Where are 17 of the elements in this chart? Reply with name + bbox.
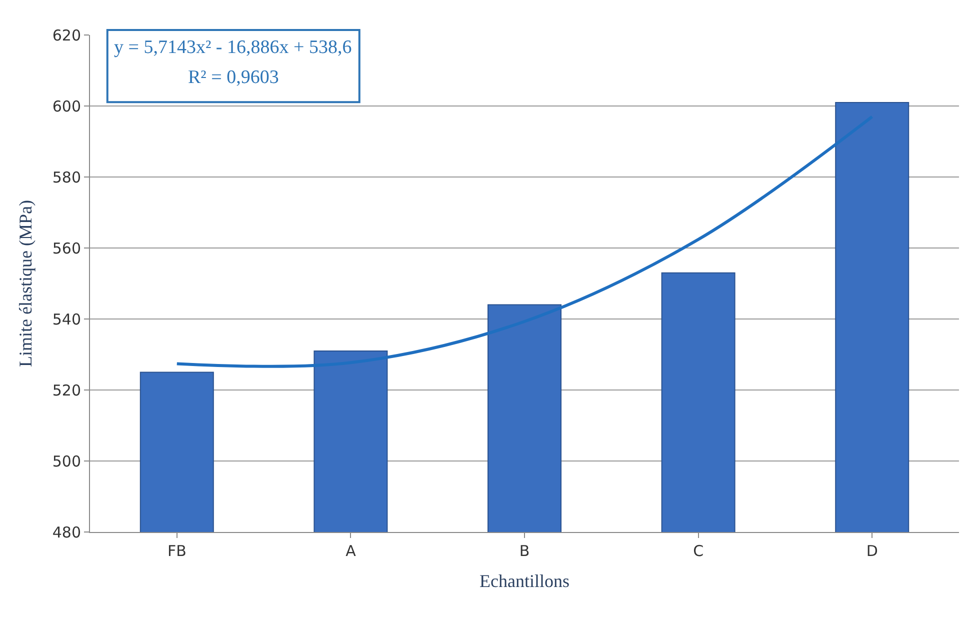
- y-tick-label: 500: [52, 452, 81, 470]
- x-axis-title: Echantillons: [480, 571, 570, 592]
- y-tick-label: 480: [52, 523, 81, 542]
- y-tick-label: 600: [52, 97, 81, 116]
- x-tick-label: D: [866, 542, 878, 560]
- y-tick-label: 540: [52, 310, 81, 328]
- x-tick-label: FB: [167, 542, 186, 560]
- y-tick-label: 560: [52, 239, 81, 258]
- annotation: R² = 0,9603: [188, 67, 279, 88]
- y-tick-label: 520: [52, 381, 81, 400]
- y-tick-label: 620: [52, 26, 81, 44]
- annotation: y = 5,7143x² - 16,886x + 538,6: [114, 37, 352, 58]
- y-tick-label: 580: [52, 168, 81, 186]
- y-axis-title: Limite élastique (MPa): [16, 200, 36, 367]
- x-tick-label: A: [346, 542, 357, 560]
- x-tick-label: B: [519, 542, 530, 560]
- x-tick-label: C: [693, 542, 704, 560]
